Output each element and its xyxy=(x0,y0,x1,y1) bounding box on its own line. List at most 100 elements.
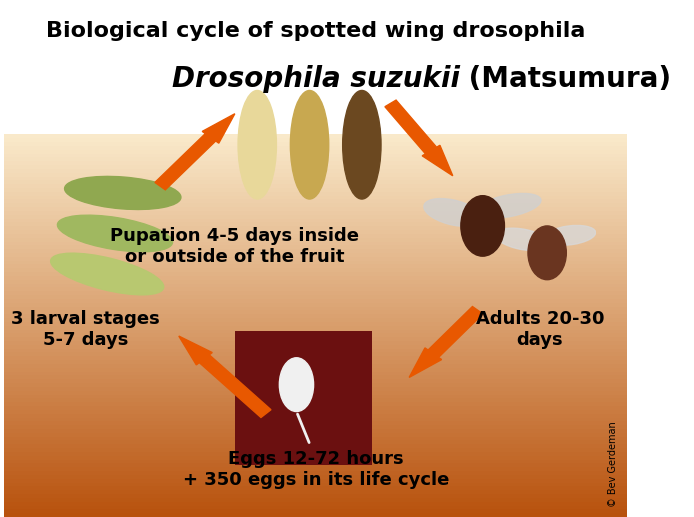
Bar xyxy=(4,230,627,234)
Text: Adults 20-30
days: Adults 20-30 days xyxy=(475,310,604,349)
Bar xyxy=(4,345,627,348)
Bar xyxy=(4,410,627,414)
Bar xyxy=(4,375,627,379)
Bar xyxy=(4,176,627,180)
Bar xyxy=(4,444,627,448)
Bar xyxy=(4,463,627,467)
Bar xyxy=(4,479,627,482)
FancyArrow shape xyxy=(155,114,235,190)
Bar xyxy=(4,467,627,471)
Bar xyxy=(4,387,627,391)
Bar xyxy=(4,203,627,207)
Bar xyxy=(4,368,627,372)
Bar xyxy=(4,501,627,506)
Bar xyxy=(4,0,627,134)
Text: 3 larval stages
5-7 days: 3 larval stages 5-7 days xyxy=(11,310,160,349)
Bar xyxy=(4,353,627,356)
Bar xyxy=(4,134,627,138)
Bar xyxy=(4,482,627,486)
Bar xyxy=(4,215,627,219)
Bar xyxy=(4,150,627,154)
Bar xyxy=(4,452,627,456)
Bar xyxy=(4,253,627,257)
Bar xyxy=(4,399,627,402)
Bar xyxy=(4,318,627,322)
Bar xyxy=(4,154,627,157)
Bar xyxy=(4,142,627,146)
Bar xyxy=(4,356,627,360)
Bar xyxy=(4,241,627,246)
Bar xyxy=(4,425,627,429)
Bar xyxy=(4,471,627,475)
Text: Drosophila suzukii: Drosophila suzukii xyxy=(172,65,459,93)
Bar xyxy=(4,364,627,368)
Bar xyxy=(4,490,627,494)
Bar xyxy=(4,433,627,437)
Bar xyxy=(4,146,627,150)
Bar xyxy=(4,257,627,261)
Bar xyxy=(4,402,627,406)
Text: Biological cycle of spotted wing drosophila: Biological cycle of spotted wing drosoph… xyxy=(46,21,586,41)
Bar xyxy=(4,184,627,188)
Bar xyxy=(4,284,627,287)
Bar xyxy=(4,360,627,364)
Bar xyxy=(4,303,627,307)
Bar xyxy=(4,307,627,310)
Bar xyxy=(4,509,627,513)
Bar xyxy=(4,394,627,399)
Bar xyxy=(4,379,627,383)
Bar xyxy=(4,329,627,333)
Bar xyxy=(4,299,627,303)
Bar xyxy=(4,513,627,517)
Bar xyxy=(4,207,627,211)
Bar xyxy=(4,200,627,203)
Text: Pupation 4-5 days inside
or outside of the fruit: Pupation 4-5 days inside or outside of t… xyxy=(110,227,359,266)
Bar xyxy=(4,456,627,460)
Bar xyxy=(4,291,627,295)
Bar xyxy=(4,188,627,192)
Bar xyxy=(4,280,627,284)
Bar xyxy=(4,246,627,249)
Bar xyxy=(4,195,627,200)
Bar xyxy=(4,165,627,169)
Bar xyxy=(4,494,627,498)
Bar xyxy=(4,421,627,425)
Bar xyxy=(4,326,627,329)
Bar xyxy=(4,341,627,345)
Bar xyxy=(4,486,627,490)
Bar xyxy=(4,169,627,173)
Bar xyxy=(4,295,627,299)
Text: © Bev Gerdeman: © Bev Gerdeman xyxy=(608,421,618,507)
Bar xyxy=(4,226,627,230)
FancyArrow shape xyxy=(385,100,452,176)
Bar xyxy=(4,287,627,291)
Bar xyxy=(4,249,627,253)
Bar xyxy=(4,234,627,238)
Bar xyxy=(4,506,627,509)
Text: (Matsumura): (Matsumura) xyxy=(459,65,671,93)
Bar xyxy=(4,211,627,215)
Bar xyxy=(4,337,627,341)
Bar xyxy=(4,429,627,433)
Bar xyxy=(4,276,627,280)
FancyArrow shape xyxy=(179,336,271,418)
Bar xyxy=(4,460,627,463)
Text: Eggs 12-72 hours
+ 350 eggs in its life cycle: Eggs 12-72 hours + 350 eggs in its life … xyxy=(183,450,449,489)
Bar xyxy=(4,391,627,394)
Bar xyxy=(4,272,627,276)
Bar xyxy=(4,372,627,375)
Bar xyxy=(4,322,627,326)
Bar xyxy=(4,310,627,314)
Bar xyxy=(4,333,627,337)
Bar xyxy=(4,192,627,195)
Bar xyxy=(4,418,627,421)
Bar xyxy=(4,314,627,318)
Bar xyxy=(4,268,627,272)
Bar xyxy=(4,222,627,226)
Bar xyxy=(4,261,627,265)
Bar xyxy=(4,157,627,161)
Bar xyxy=(4,383,627,387)
Bar xyxy=(4,437,627,440)
Bar xyxy=(4,475,627,479)
Bar xyxy=(4,173,627,176)
